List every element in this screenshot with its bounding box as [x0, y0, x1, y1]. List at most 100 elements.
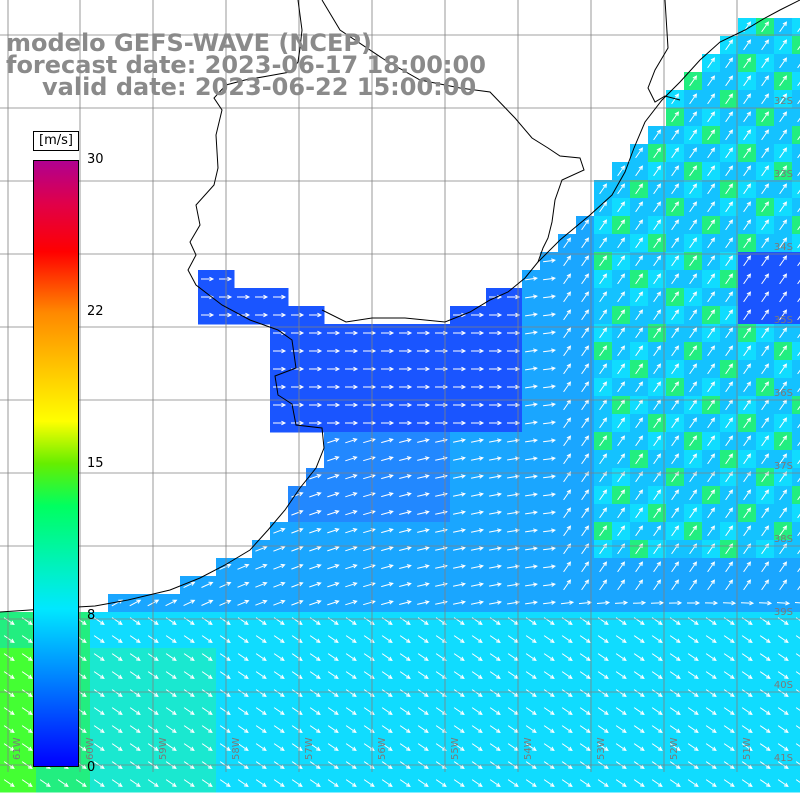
wind-arrow [689, 363, 698, 375]
wind-arrow [671, 435, 680, 447]
wind-arrow [563, 363, 572, 375]
wind-arrow [255, 635, 267, 644]
wind-arrow [561, 635, 573, 644]
wind-arrow [507, 600, 520, 605]
wind-arrow [525, 725, 537, 734]
wind-arrow [617, 507, 626, 519]
wind-arrow [21, 653, 33, 662]
wind-arrow [797, 117, 800, 123]
wind-arrow [651, 635, 663, 644]
wind-arrow [489, 546, 502, 551]
wind-arrow [237, 707, 249, 716]
wind-arrow [381, 779, 393, 788]
wind-speed-cell [792, 54, 800, 73]
wind-arrow [687, 689, 699, 698]
wind-arrow [653, 165, 662, 177]
wind-arrow [597, 653, 609, 662]
wind-arrow [635, 579, 644, 591]
wind-arrow [309, 689, 321, 698]
wind-arrow [707, 237, 716, 249]
wind-arrow [201, 653, 213, 662]
wind-arrow [761, 237, 770, 249]
wind-arrow [471, 456, 484, 461]
wind-arrow [777, 653, 789, 662]
wind-arrow [653, 273, 662, 285]
wind-arrow [599, 507, 608, 519]
wind-arrow [399, 438, 412, 443]
wind-arrow [563, 579, 572, 591]
wind-arrow [743, 525, 752, 537]
wind-arrow [93, 707, 105, 716]
wind-arrow [111, 635, 123, 644]
wind-arrow [273, 384, 287, 390]
wind-arrow [599, 525, 608, 537]
coastline-east [537, 0, 800, 263]
wind-arrow [471, 420, 485, 426]
latitude-label: 39S [774, 607, 793, 618]
wind-arrow [779, 183, 788, 195]
wind-arrow [671, 381, 680, 393]
wind-speed-cell [792, 540, 800, 559]
wind-arrow [183, 671, 195, 680]
wind-arrow [653, 381, 662, 393]
wind-arrow [599, 363, 608, 375]
wind-arrow [399, 420, 413, 426]
wind-arrow [779, 435, 788, 447]
wind-arrow [617, 345, 626, 357]
wind-arrow [761, 39, 770, 51]
wind-arrow [779, 381, 788, 393]
wind-arrow [797, 405, 800, 411]
wind-arrow [525, 653, 537, 662]
wind-arrow [219, 276, 233, 282]
wind-arrow [725, 129, 734, 141]
wind-arrow [453, 689, 465, 698]
wind-arrow [3, 689, 15, 698]
wind-arrow [507, 510, 520, 515]
colorbar-tick: 0 [87, 760, 96, 775]
wind-arrow [471, 438, 484, 443]
wind-arrow [669, 689, 681, 698]
wind-arrow [255, 779, 267, 788]
wind-arrow [21, 779, 33, 788]
wind-arrow [777, 725, 789, 734]
wind-arrow [707, 183, 716, 195]
wind-arrow [743, 237, 752, 249]
wind-arrow [795, 653, 800, 657]
wind-arrow [743, 57, 752, 69]
latitude-label: 35S [774, 315, 793, 326]
wind-arrow [489, 384, 503, 390]
wind-arrow [689, 309, 698, 321]
wind-arrow [797, 153, 800, 159]
wind-arrow [635, 309, 644, 321]
wind-arrow [669, 725, 681, 734]
wind-speed-cell [792, 612, 800, 631]
wind-arrow [273, 707, 285, 716]
wind-arrow [723, 635, 735, 644]
wind-arrow [399, 456, 412, 461]
wind-arrow [543, 779, 555, 788]
wind-arrow [525, 779, 537, 788]
wind-arrow [111, 779, 123, 788]
wind-arrow [581, 219, 590, 231]
wind-arrow [563, 255, 572, 267]
wind-arrow [689, 255, 698, 267]
wind-arrow [779, 129, 788, 141]
wind-arrow [507, 402, 521, 408]
wind-arrow [779, 165, 788, 177]
wind-arrow [327, 384, 341, 390]
wind-arrow [617, 219, 626, 231]
wind-arrow [599, 201, 608, 213]
wind-arrow [525, 420, 538, 425]
wind-arrow [725, 255, 734, 267]
wind-arrow [705, 725, 717, 734]
wind-arrow [743, 165, 752, 177]
wind-arrow [617, 291, 626, 303]
wind-arrow [381, 635, 393, 644]
wind-arrow [563, 237, 572, 249]
wind-arrow [653, 129, 662, 141]
wind-arrow [743, 291, 752, 303]
wind-arrow [399, 582, 412, 587]
wind-arrow [309, 743, 321, 752]
wind-arrow [723, 725, 735, 734]
wind-arrow [759, 671, 771, 680]
